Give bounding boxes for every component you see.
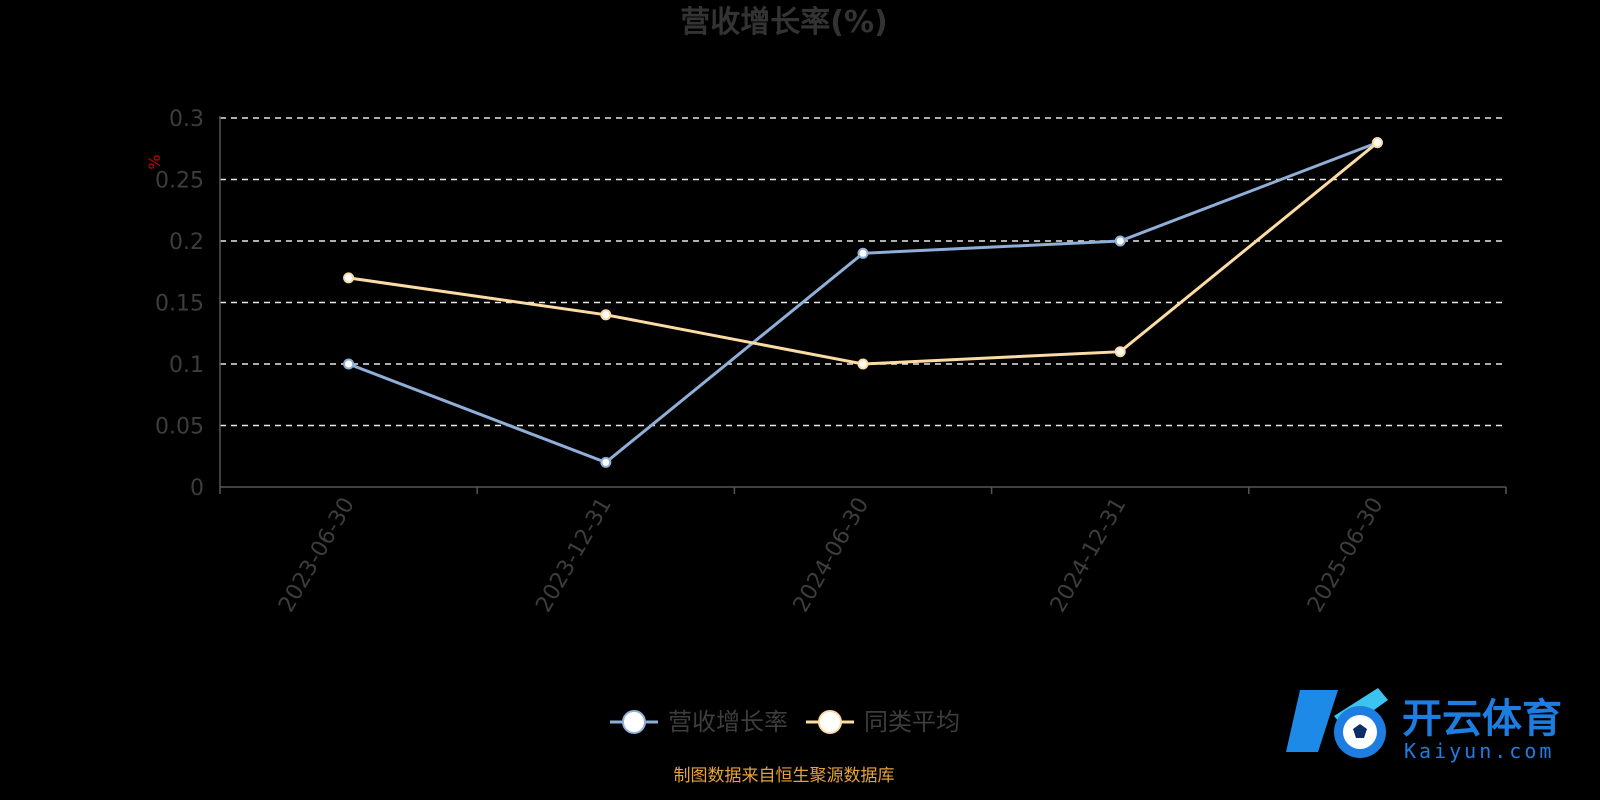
y-axis-ticks: 0 0.05 0.1 0.15 0.2 0.25 0.3: [155, 107, 204, 501]
series-1-point-3: [1114, 346, 1126, 358]
x-tick-label-3: 2024-12-31: [1046, 494, 1132, 617]
y-axis-unit: %: [145, 154, 164, 169]
legend-label-revenue-growth: 营收增长率: [668, 708, 788, 736]
logo-text-cn: 开云体育: [1402, 696, 1562, 742]
legend-marker-peer-average: [818, 710, 842, 734]
gridlines: [220, 117, 1506, 427]
logo-emblem-icon: [1286, 688, 1388, 758]
y-tick-label-2: 0.1: [169, 353, 204, 378]
x-tick-label-4: 2025-06-30: [1303, 494, 1389, 617]
series-1-point-0: [343, 272, 355, 284]
legend[interactable]: 营收增长率 同类平均: [610, 708, 960, 736]
series-0-point-3: [1114, 235, 1126, 247]
x-tick-label-2: 2024-06-30: [789, 494, 875, 617]
legend-marker-revenue-growth: [622, 710, 646, 734]
y-tick-label-4: 0.2: [169, 230, 204, 255]
source-note: 制图数据来自恒生聚源数据库: [674, 766, 895, 786]
y-tick-label-6: 0.3: [169, 107, 204, 132]
series-0-point-1: [600, 456, 612, 468]
logo-text-en: Kaiyun.com: [1404, 739, 1554, 763]
y-tick-label-1: 0.05: [155, 415, 204, 440]
series-1-point-1: [600, 309, 612, 321]
series-0-point-0: [343, 358, 355, 370]
x-tick-label-1: 2023-12-31: [531, 494, 617, 617]
y-tick-label-5: 0.25: [155, 169, 204, 194]
x-tick-label-0: 2023-06-30: [274, 494, 360, 617]
series-0-point-2: [857, 247, 869, 259]
legend-item-revenue-growth[interactable]: 营收增长率: [610, 708, 788, 736]
y-tick-label-0: 0: [190, 476, 204, 501]
series-1-point-4: [1371, 137, 1383, 149]
kaiyun-logo: 开云体育 Kaiyun.com: [1286, 688, 1562, 763]
legend-label-peer-average: 同类平均: [864, 708, 960, 736]
series-1-point-2: [857, 358, 869, 370]
chart-title: 营收增长率(%): [680, 5, 887, 40]
legend-item-peer-average[interactable]: 同类平均: [806, 708, 960, 736]
series-group: [343, 137, 1383, 468]
y-tick-label-3: 0.15: [155, 292, 204, 317]
